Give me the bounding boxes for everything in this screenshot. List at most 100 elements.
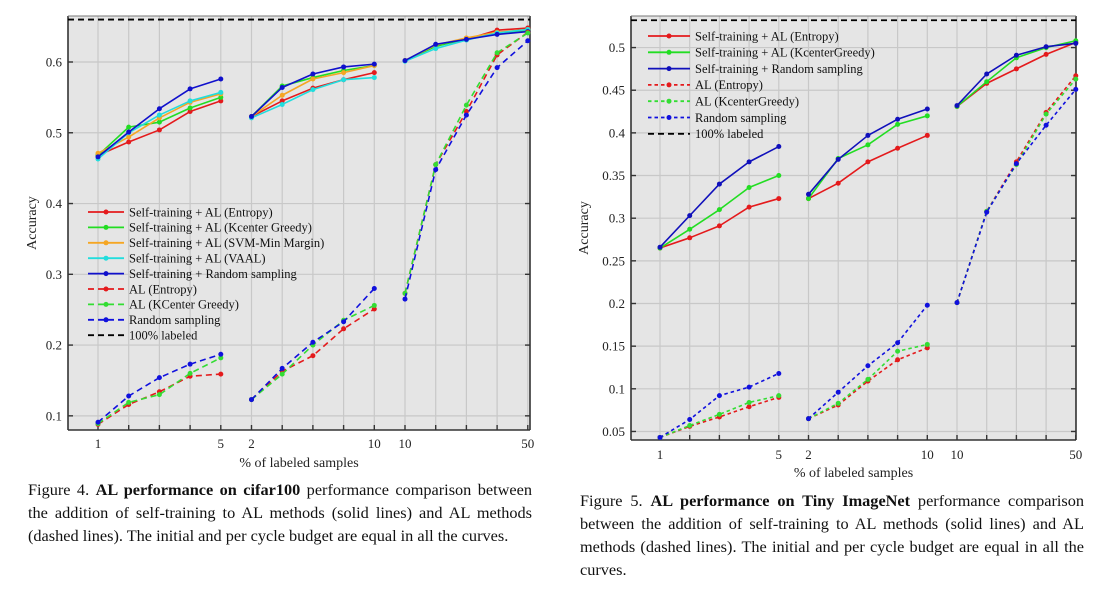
data-point [279, 92, 285, 98]
series-self-training-al-entropy- [657, 39, 1079, 251]
x-tick-label: 10 [921, 447, 934, 462]
data-point [310, 339, 316, 345]
data-point [126, 139, 132, 145]
y-tick-label: 0.4 [609, 125, 626, 140]
data-point [494, 31, 500, 37]
legend-marker [666, 66, 672, 72]
legend-marker [103, 301, 109, 307]
data-point [525, 38, 531, 44]
data-point [341, 64, 347, 70]
legend-label: AL (Entropy) [129, 282, 197, 296]
y-tick-label: 0.25 [602, 253, 625, 268]
plot-area [68, 16, 530, 430]
data-point [218, 98, 224, 104]
data-point [525, 30, 531, 36]
caption-prefix: Figure 5. [580, 491, 651, 510]
legend-marker [666, 49, 672, 55]
legend-label: Random sampling [695, 111, 787, 125]
data-point [341, 77, 347, 83]
y-tick-label: 0.4 [46, 196, 63, 211]
data-point [806, 196, 811, 202]
legend-marker [103, 209, 109, 215]
x-tick-label: 50 [1069, 447, 1082, 462]
data-point [687, 235, 693, 241]
data-point [984, 79, 990, 85]
data-point [716, 411, 722, 417]
y-tick-label: 0.6 [46, 55, 63, 70]
y-tick-label: 0.05 [602, 424, 625, 439]
data-point [806, 416, 811, 422]
caption-body: performance comparison between the addit… [28, 480, 532, 545]
caption-title: AL performance on cifar100 [95, 480, 301, 499]
data-point [126, 124, 132, 130]
series-line-segment [97, 357, 222, 425]
data-point [835, 389, 841, 395]
legend-label: AL (Entropy) [695, 78, 763, 92]
data-point [187, 109, 193, 115]
data-point [806, 191, 811, 197]
x-axis-title: % of labeled samples [794, 466, 913, 481]
data-point [924, 341, 930, 347]
caption-prefix: Figure 4. [28, 480, 96, 499]
y-tick-label: 0.5 [46, 125, 62, 140]
data-point [187, 361, 193, 367]
legend-label: Self-training + AL (SVM-Min Margin) [129, 236, 324, 250]
data-point [218, 351, 224, 357]
legend-marker [666, 98, 672, 104]
data-point [433, 46, 439, 52]
data-point [895, 121, 901, 127]
data-point [776, 370, 782, 376]
grid [68, 16, 530, 430]
data-point [187, 98, 193, 104]
y-tick-label: 0.5 [609, 40, 625, 55]
data-point [746, 384, 752, 390]
y-tick-label: 0.1 [46, 408, 62, 423]
data-point [865, 159, 871, 165]
data-point [494, 65, 500, 71]
data-point [310, 353, 316, 359]
data-point [126, 393, 132, 399]
legend-marker [103, 224, 109, 230]
data-point [895, 357, 901, 363]
series-random-sampling [95, 38, 531, 425]
legend: Self-training + AL (Entropy) Self-trainin… [648, 29, 875, 141]
data-point [156, 119, 162, 125]
data-point [310, 87, 316, 93]
data-point [249, 397, 254, 403]
legend-marker [666, 115, 672, 120]
data-point [776, 196, 782, 202]
data-point [835, 180, 841, 186]
data-point [984, 71, 990, 77]
legend-marker [103, 317, 109, 323]
data-point [218, 89, 224, 95]
data-point [433, 167, 439, 173]
data-point [924, 132, 930, 138]
legend-label: Self-training + AL (Entropy) [695, 29, 839, 43]
data-point [402, 58, 408, 64]
data-point [954, 300, 960, 306]
data-point [341, 326, 347, 332]
data-point [371, 302, 377, 308]
data-point [1043, 111, 1049, 117]
data-point [187, 105, 193, 111]
data-point [494, 50, 500, 56]
data-point [156, 127, 162, 133]
data-point [95, 150, 101, 156]
data-point [687, 422, 693, 428]
series-line-segment [808, 347, 928, 420]
data-point [156, 106, 162, 112]
data-point [310, 71, 316, 77]
legend-marker [103, 286, 109, 292]
data-point [310, 76, 316, 82]
caption-title: AL performance on Tiny ImageNet [650, 491, 911, 510]
data-point [865, 376, 871, 382]
y-tick-label: 0.3 [46, 267, 62, 282]
data-point [341, 70, 347, 76]
data-point [835, 400, 841, 406]
series-line-segment [404, 32, 529, 294]
x-tick-label: 2 [248, 436, 255, 451]
legend-label: 100% labeled [129, 329, 198, 343]
y-tick-label: 0.45 [602, 83, 625, 98]
data-point [218, 94, 224, 100]
data-point [1043, 122, 1049, 128]
